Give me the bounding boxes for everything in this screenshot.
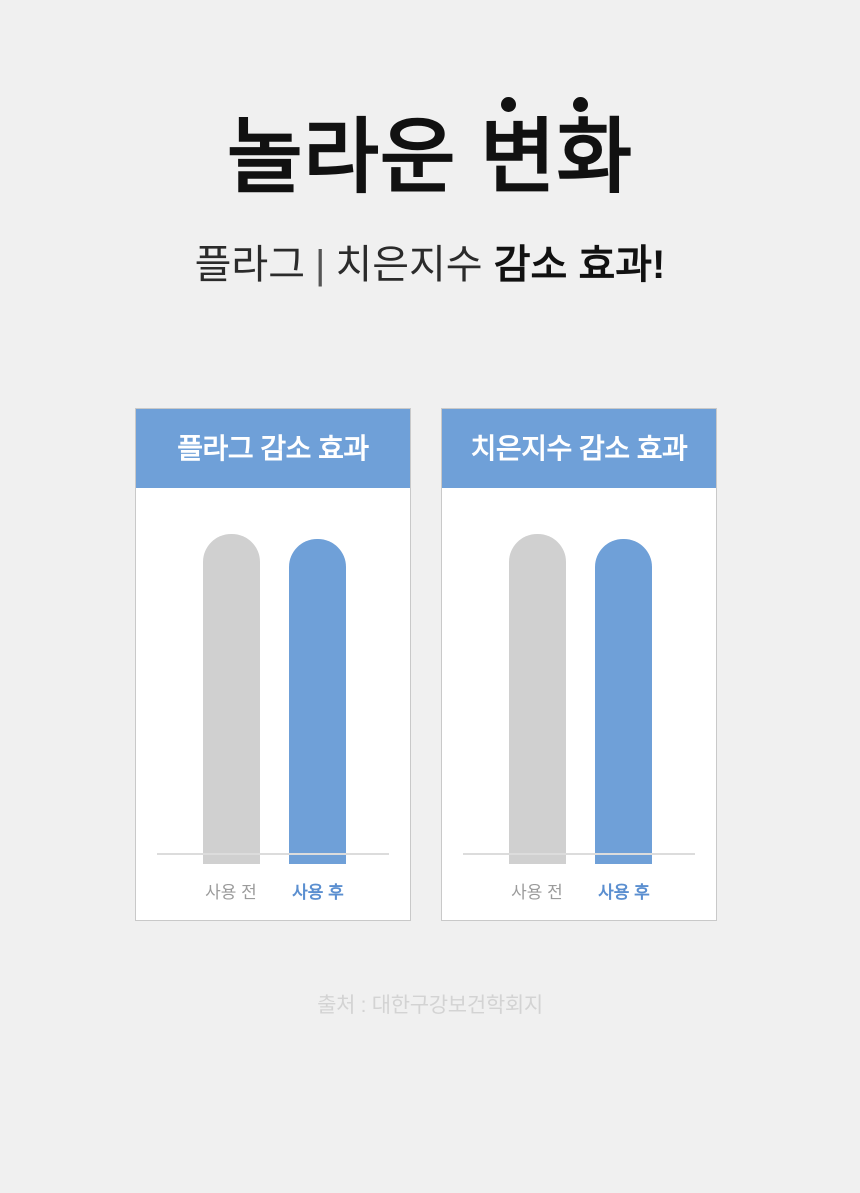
chart-card-body: 사용 전 사용 후	[442, 488, 716, 920]
chart-baseline	[157, 853, 389, 855]
bar-label-before: 사용 전	[511, 883, 563, 902]
chart-baseline	[463, 853, 695, 855]
chart-card-header: 치은지수 감소 효과	[442, 409, 716, 488]
chart-card-plaque: 플라그 감소 효과 사용 전 사용 후	[135, 408, 411, 921]
subtitle-part-effect: 감소 효과!	[493, 243, 666, 287]
bar-chart-plaque: 사용 전 사용 후	[136, 488, 410, 920]
subtitle-part-gingival: 치은지수	[335, 243, 483, 287]
chart-card-gingival-index: 치은지수 감소 효과 사용 전 사용 후	[441, 408, 717, 921]
bar-before	[509, 534, 566, 864]
chart-cards-container: 플라그 감소 효과 사용 전 사용 후 치은지수 감소 효과 사용 전 사용 후	[135, 408, 719, 923]
chart-card-body: 사용 전 사용 후	[136, 488, 410, 920]
headline-block: 놀라운 변화 플라그 | 치은지수 감소 효과!	[0, 92, 860, 285]
subtitle-part-plaque: 플라그	[194, 243, 306, 287]
decorative-dots-group	[0, 92, 860, 122]
decorative-dot-icon	[573, 97, 588, 112]
source-note: 출처 : 대한구강보건학회지	[317, 994, 543, 1017]
bar-label-before: 사용 전	[205, 883, 257, 902]
bar-after	[595, 539, 652, 864]
bar-label-after: 사용 후	[292, 883, 344, 902]
bar-chart-gingival-index: 사용 전 사용 후	[442, 488, 716, 920]
subtitle-divider: |	[315, 243, 326, 287]
page-subtitle: 플라그 | 치은지수 감소 효과!	[0, 199, 860, 285]
chart-card-title: 치은지수 감소 효과	[470, 432, 688, 464]
bar-after	[289, 539, 346, 864]
chart-card-header: 플라그 감소 효과	[136, 409, 410, 488]
page-title: 놀라운 변화	[227, 112, 633, 203]
chart-card-title: 플라그 감소 효과	[177, 432, 369, 464]
bar-before	[203, 534, 260, 864]
decorative-dot-icon	[501, 97, 516, 112]
bar-label-after: 사용 후	[598, 883, 650, 902]
